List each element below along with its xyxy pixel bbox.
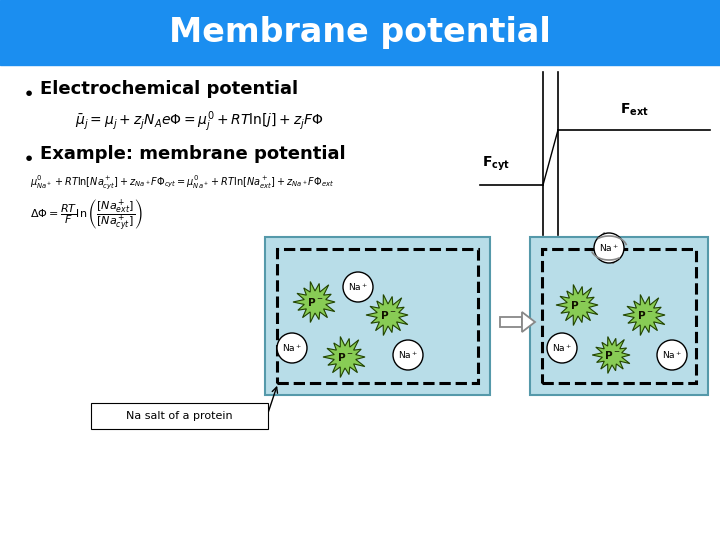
Polygon shape [623, 294, 665, 335]
Text: Na$^+$: Na$^+$ [599, 242, 619, 254]
Text: Na salt of a protein: Na salt of a protein [126, 411, 233, 421]
Text: Membrane potential: Membrane potential [169, 16, 551, 49]
Text: $\mu_{Na^+}^{0} + RT\ln[Na^+_{cyt}] + z_{Na^+}F\Phi_{cyt} = \mu_{Na^+}^{0} + RT\: $\mu_{Na^+}^{0} + RT\ln[Na^+_{cyt}] + z_… [30, 173, 334, 191]
Bar [542, 249, 696, 383]
Text: $\bar{\mu}_j = \mu_j + z_j N_A e\Phi = \mu_j^{0} + RT\ln[ j ] + z_j F\Phi$: $\bar{\mu}_j = \mu_j + z_j N_A e\Phi = \… [75, 110, 323, 134]
Circle shape [277, 333, 307, 363]
Text: $\Delta\Phi = \dfrac{RT}{F}\ln\left(\dfrac{[Na^+_{ext}]}{[Na^+_{cyt}]}\right)$: $\Delta\Phi = \dfrac{RT}{F}\ln\left(\dfr… [30, 197, 143, 233]
Polygon shape [366, 294, 408, 335]
FancyBboxPatch shape [91, 403, 268, 429]
Text: $\bullet$: $\bullet$ [22, 82, 33, 101]
Text: P$^-$: P$^-$ [636, 309, 653, 321]
Text: P$^-$: P$^-$ [570, 299, 586, 311]
Bar [265, 237, 490, 395]
Text: Na$^+$: Na$^+$ [348, 281, 368, 293]
Polygon shape [522, 312, 535, 332]
Polygon shape [593, 336, 630, 374]
Polygon shape [293, 281, 335, 322]
Text: Example: membrane potential: Example: membrane potential [40, 145, 346, 163]
Text: P$^-$: P$^-$ [604, 349, 620, 361]
Text: P$^-$: P$^-$ [379, 309, 396, 321]
Text: P$^-$: P$^-$ [337, 351, 354, 363]
Bar [500, 317, 522, 327]
Text: Electrochemical potential: Electrochemical potential [40, 80, 298, 98]
Circle shape [657, 340, 687, 370]
Text: $\bullet$: $\bullet$ [22, 147, 33, 166]
Circle shape [594, 233, 624, 263]
Bar [530, 237, 708, 395]
Text: $\mathbf{F_{cyt}}$: $\mathbf{F_{cyt}}$ [482, 154, 510, 173]
Text: $\mathbf{F_{ext}}$: $\mathbf{F_{ext}}$ [620, 102, 649, 118]
Circle shape [393, 340, 423, 370]
Text: Na$^+$: Na$^+$ [552, 342, 572, 354]
Text: Na$^+$: Na$^+$ [662, 349, 682, 361]
Polygon shape [323, 336, 365, 377]
Bar [0, 0, 720, 65]
Circle shape [547, 333, 577, 363]
Polygon shape [556, 285, 598, 326]
Text: Na$^+$: Na$^+$ [398, 349, 418, 361]
Text: Na$^+$: Na$^+$ [282, 342, 302, 354]
Bar [277, 249, 478, 383]
Circle shape [343, 272, 373, 302]
Text: P$^-$: P$^-$ [307, 296, 323, 308]
